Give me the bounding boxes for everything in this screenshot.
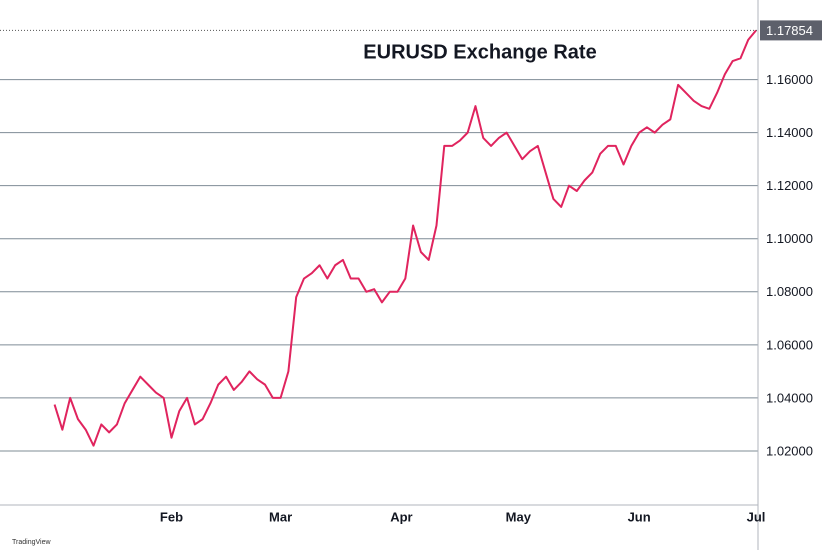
- y-tick-label: 1.10000: [766, 231, 813, 246]
- grid: [0, 79, 758, 452]
- y-tick-label: 1.08000: [766, 284, 813, 299]
- y-tick-label: 1.12000: [766, 178, 813, 193]
- labels: 1.02000 1.04000 1.06000 1.08000 1.10000 1.120…: [160, 20, 822, 524]
- x-tick-label: Jun: [628, 509, 651, 524]
- x-tick-label: Mar: [269, 509, 292, 524]
- x-tick-label: Apr: [390, 509, 412, 524]
- last-price-box: [760, 20, 822, 41]
- y-tick-label: 1.16000: [766, 72, 813, 87]
- plot: [0, 29, 758, 447]
- watermark: TradingView: [12, 539, 51, 546]
- price-line: [53, 29, 757, 447]
- x-tick-label: Jul: [747, 509, 766, 524]
- x-tick-label: May: [506, 509, 532, 524]
- last-price-label: 1.17854: [766, 23, 813, 38]
- y-tick-label: 1.04000: [766, 390, 813, 405]
- x-tick-label: Feb: [160, 509, 183, 524]
- y-tick-label: 1.06000: [766, 337, 813, 352]
- y-tick-label: 1.02000: [766, 443, 813, 458]
- chart-title: EURUSD Exchange Rate: [363, 41, 596, 63]
- y-tick-label: 1.14000: [766, 125, 813, 140]
